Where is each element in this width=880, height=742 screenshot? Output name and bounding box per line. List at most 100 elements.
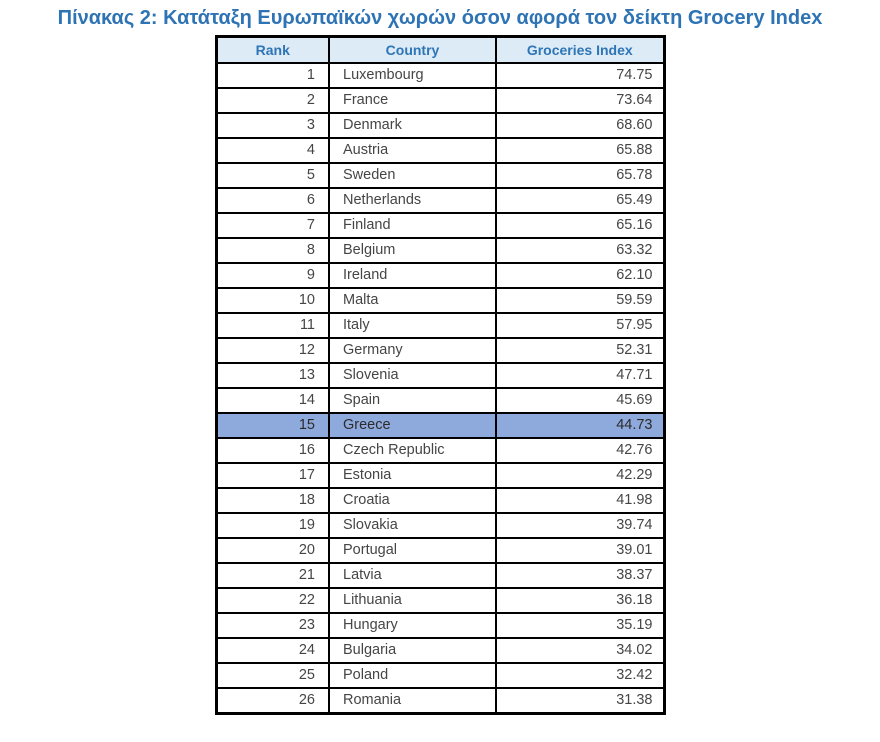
country-cell: Belgium — [328, 237, 497, 264]
table-row: 5 Sweden 65.78 — [215, 162, 665, 189]
country-cell: Czech Republic — [328, 437, 497, 464]
country-cell: Croatia — [328, 487, 497, 514]
rank-cell: 19 — [215, 512, 330, 539]
table-row: 20 Portugal 39.01 — [215, 537, 665, 564]
table-row: 25 Poland 32.42 — [215, 662, 665, 689]
page-title: Πίνακας 2: Κατάταξη Ευρωπαϊκών χωρών όσο… — [57, 7, 823, 29]
column-header-rank: Rank — [215, 35, 330, 64]
index-cell: 63.32 — [495, 237, 665, 264]
index-cell: 39.01 — [495, 537, 665, 564]
index-cell: 44.73 — [495, 412, 665, 439]
index-cell: 73.64 — [495, 87, 665, 114]
country-cell: Poland — [328, 662, 497, 689]
table-row: 23 Hungary 35.19 — [215, 612, 665, 639]
country-cell: Romania — [328, 687, 497, 715]
country-cell: Greece — [328, 412, 497, 439]
rank-cell: 3 — [215, 112, 330, 139]
table-row: 8 Belgium 63.32 — [215, 237, 665, 264]
index-cell: 65.16 — [495, 212, 665, 239]
table-row: 17 Estonia 42.29 — [215, 462, 665, 489]
country-cell: Netherlands — [328, 187, 497, 214]
country-cell: Austria — [328, 137, 497, 164]
rank-cell: 11 — [215, 312, 330, 339]
country-cell: Luxembourg — [328, 62, 497, 89]
rank-cell: 9 — [215, 262, 330, 289]
index-cell: 38.37 — [495, 562, 665, 589]
rank-cell: 12 — [215, 337, 330, 364]
rank-cell: 10 — [215, 287, 330, 314]
rank-cell: 15 — [215, 412, 330, 439]
index-cell: 74.75 — [495, 62, 665, 89]
country-cell: Portugal — [328, 537, 497, 564]
rank-cell: 17 — [215, 462, 330, 489]
table-row: 12 Germany 52.31 — [215, 337, 665, 364]
country-cell: Germany — [328, 337, 497, 364]
index-cell: 36.18 — [495, 587, 665, 614]
header-row: Rank Country Groceries Index — [215, 35, 665, 64]
rank-cell: 7 — [215, 212, 330, 239]
index-cell: 65.88 — [495, 137, 665, 164]
table-row: 6 Netherlands 65.49 — [215, 187, 665, 214]
country-cell: Ireland — [328, 262, 497, 289]
rank-cell: 1 — [215, 62, 330, 89]
table-row: 24 Bulgaria 34.02 — [215, 637, 665, 664]
column-header-groceries-index: Groceries Index — [495, 35, 665, 64]
country-cell: Finland — [328, 212, 497, 239]
country-cell: Estonia — [328, 462, 497, 489]
rank-cell: 16 — [215, 437, 330, 464]
index-cell: 32.42 — [495, 662, 665, 689]
rank-cell: 23 — [215, 612, 330, 639]
index-cell: 42.76 — [495, 437, 665, 464]
column-header-country: Country — [328, 35, 497, 64]
table-row: 9 Ireland 62.10 — [215, 262, 665, 289]
rank-cell: 14 — [215, 387, 330, 414]
index-cell: 35.19 — [495, 612, 665, 639]
index-cell: 39.74 — [495, 512, 665, 539]
table-row-highlighted: 15 Greece 44.73 — [215, 412, 665, 439]
index-cell: 45.69 — [495, 387, 665, 414]
table-row: 1 Luxembourg 74.75 — [215, 62, 665, 89]
index-cell: 34.02 — [495, 637, 665, 664]
rank-cell: 5 — [215, 162, 330, 189]
country-cell: Hungary — [328, 612, 497, 639]
table-body: 1 Luxembourg 74.75 2 France 73.64 3 Denm… — [215, 62, 665, 715]
table-row: 14 Spain 45.69 — [215, 387, 665, 414]
country-cell: Bulgaria — [328, 637, 497, 664]
country-cell: Sweden — [328, 162, 497, 189]
table-row: 22 Lithuania 36.18 — [215, 587, 665, 614]
country-cell: Lithuania — [328, 587, 497, 614]
table-row: 18 Croatia 41.98 — [215, 487, 665, 514]
index-cell: 59.59 — [495, 287, 665, 314]
rank-cell: 8 — [215, 237, 330, 264]
index-cell: 65.78 — [495, 162, 665, 189]
country-cell: Spain — [328, 387, 497, 414]
rank-cell: 24 — [215, 637, 330, 664]
country-cell: Malta — [328, 287, 497, 314]
country-cell: France — [328, 87, 497, 114]
rank-cell: 21 — [215, 562, 330, 589]
table-row: 19 Slovakia 39.74 — [215, 512, 665, 539]
table-row: 13 Slovenia 47.71 — [215, 362, 665, 389]
index-cell: 31.38 — [495, 687, 665, 715]
index-cell: 52.31 — [495, 337, 665, 364]
rank-cell: 6 — [215, 187, 330, 214]
index-cell: 65.49 — [495, 187, 665, 214]
table-row: 16 Czech Republic 42.76 — [215, 437, 665, 464]
index-cell: 47.71 — [495, 362, 665, 389]
index-cell: 62.10 — [495, 262, 665, 289]
country-cell: Slovenia — [328, 362, 497, 389]
rank-cell: 22 — [215, 587, 330, 614]
table-row: 26 Romania 31.38 — [215, 687, 665, 715]
table-row: 2 France 73.64 — [215, 87, 665, 114]
index-cell: 68.60 — [495, 112, 665, 139]
index-cell: 41.98 — [495, 487, 665, 514]
rank-cell: 25 — [215, 662, 330, 689]
rank-cell: 26 — [215, 687, 330, 715]
rank-cell: 20 — [215, 537, 330, 564]
table-header: Rank Country Groceries Index — [215, 35, 665, 64]
table-row: 11 Italy 57.95 — [215, 312, 665, 339]
table-row: 21 Latvia 38.37 — [215, 562, 665, 589]
index-cell: 57.95 — [495, 312, 665, 339]
country-cell: Latvia — [328, 562, 497, 589]
index-cell: 42.29 — [495, 462, 665, 489]
